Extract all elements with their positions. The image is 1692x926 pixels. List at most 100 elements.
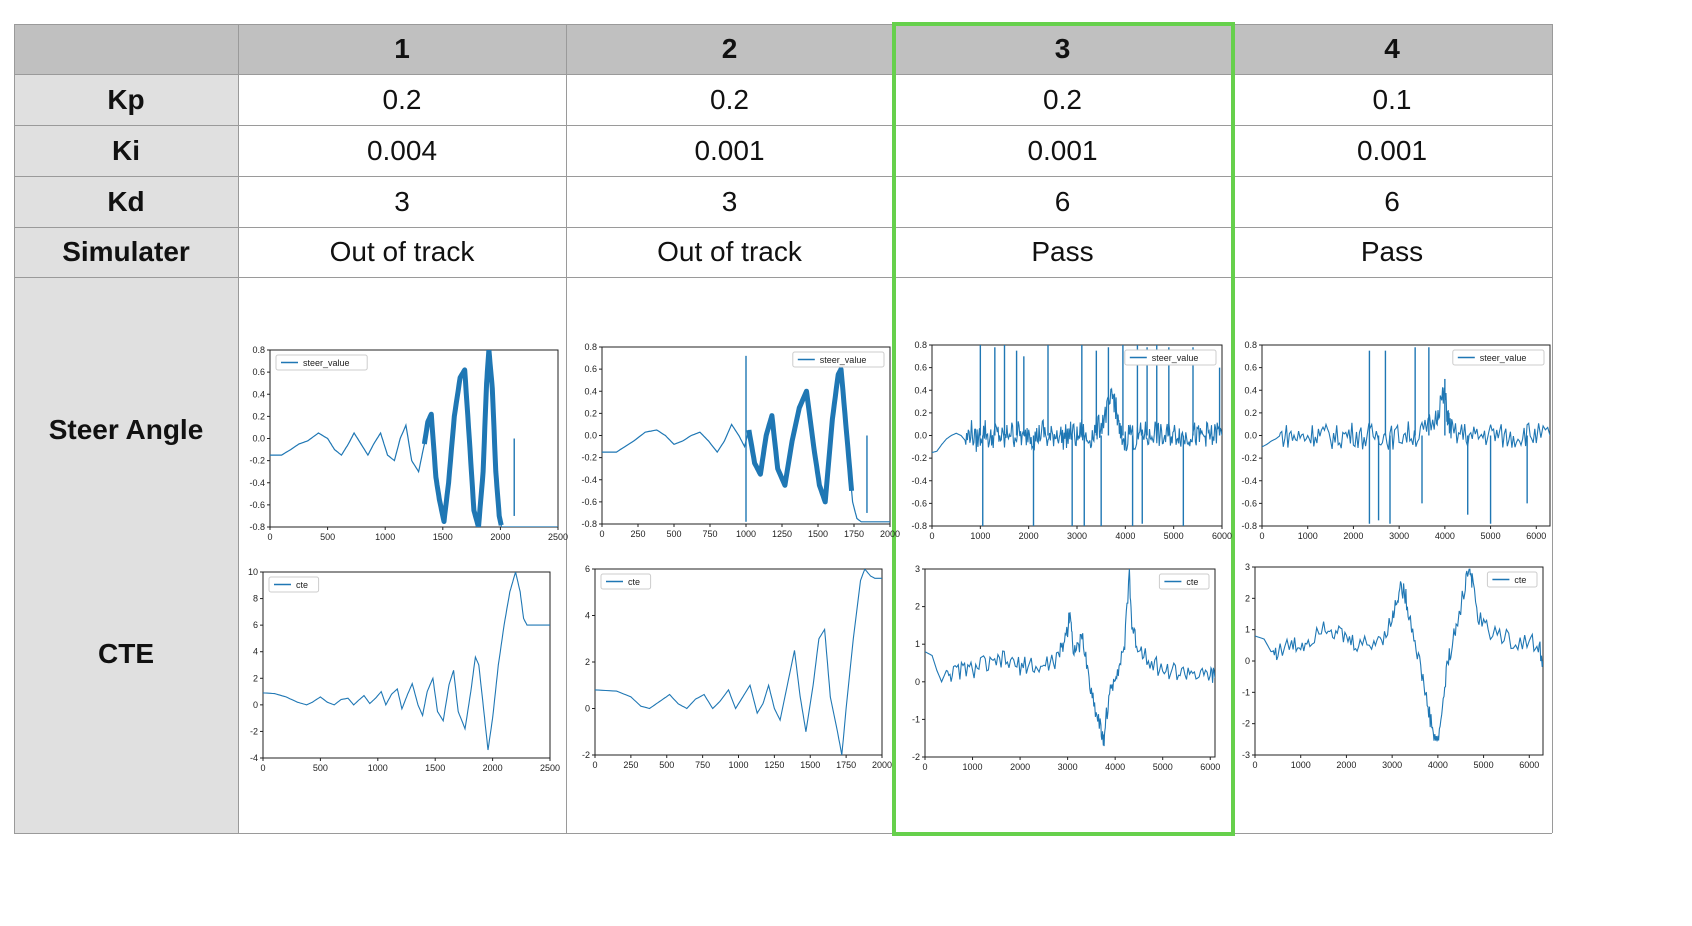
- x-tick-label: 1000: [375, 532, 395, 542]
- chart-steer-angle-4: 0 1000 2000 3000 4000 5000 6000 -0.8 -0.6 -0.4 -0.…: [1241, 340, 1551, 541]
- x-tick-label: 1750: [844, 529, 864, 539]
- y-tick-label: 0.6: [914, 363, 927, 373]
- y-tick-label: -0.2: [1241, 453, 1257, 463]
- legend-box: [600, 573, 652, 590]
- x-tick-label: 1000: [970, 531, 990, 541]
- y-tick-label: 3: [1245, 562, 1250, 572]
- y-tick-label: 1: [1245, 625, 1250, 635]
- legend-label: cte: [296, 580, 308, 590]
- legend: steer_value: [1452, 349, 1545, 366]
- y-tick-label: 2: [253, 673, 258, 683]
- series-line: [263, 572, 550, 751]
- y-tick-label: 0.0: [584, 431, 597, 441]
- column-divider: [1552, 24, 1553, 833]
- chart-cte-4: 0 1000 2000 3000 4000 5000 6000 -3 -2 -1 0 1 2 3 cte: [1242, 562, 1544, 770]
- y-tick-label: 3: [915, 564, 920, 574]
- y-tick-label: 0.4: [584, 386, 597, 396]
- row-label-kp: Kp: [14, 74, 238, 125]
- plot-frame: [269, 349, 559, 528]
- x-tick-label: 1000: [1298, 531, 1318, 541]
- y-tick-label: -0.4: [1241, 476, 1257, 486]
- table-cell: Out of track: [238, 227, 566, 277]
- row-divider: [14, 74, 1552, 75]
- row-label-ki: Ki: [14, 125, 238, 176]
- legend-label: cte: [1514, 575, 1526, 585]
- x-tick-label: 1000: [963, 762, 983, 772]
- plot-row-label-steer-angle: Steer Angle: [48, 414, 204, 445]
- table-cell: Pass: [1232, 227, 1552, 277]
- y-tick-label: 0.8: [252, 345, 265, 355]
- x-tick-label: 6000: [1212, 531, 1232, 541]
- row-divider: [14, 125, 1552, 126]
- x-tick-label: 3000: [1389, 531, 1409, 541]
- x-tick-label: 1000: [728, 760, 748, 770]
- y-tick-label: 4: [253, 647, 258, 657]
- y-tick-label: -2: [250, 726, 258, 736]
- series-group: [263, 572, 550, 751]
- table-corner: [14, 24, 238, 74]
- x-tick-label: 2000: [872, 760, 892, 770]
- chart-steer-angle-3: 0 1000 2000 3000 4000 5000 6000 -0.8 -0.6 -0.4 -0.…: [911, 340, 1232, 541]
- x-tick-label: 500: [666, 529, 681, 539]
- table-cell: 3: [566, 176, 893, 227]
- x-tick-label: 5000: [1153, 762, 1173, 772]
- legend-box: [268, 576, 320, 593]
- y-tick-label: -1: [912, 714, 920, 724]
- chart-cte-3: 0 1000 2000 3000 4000 5000 6000 -2 -1 0 1 2 3 cte: [912, 564, 1220, 772]
- y-tick-label: 0.6: [1244, 363, 1257, 373]
- x-tick-label: 4000: [1115, 531, 1135, 541]
- plot-frame: [594, 568, 883, 756]
- y-tick-label: 10: [248, 567, 258, 577]
- row-label-kd: Kd: [14, 176, 238, 227]
- y-tick-label: -1: [1242, 687, 1250, 697]
- y-tick-label: 0.2: [584, 408, 597, 418]
- y-tick-label: -0.2: [249, 456, 265, 466]
- y-tick-label: 0.4: [914, 385, 927, 395]
- series-band: [746, 366, 855, 505]
- x-tick-label: 500: [659, 760, 674, 770]
- x-tick-label: 250: [623, 760, 638, 770]
- x-tick-label: 500: [320, 532, 335, 542]
- series-group: [602, 355, 890, 523]
- x-tick-label: 1000: [1291, 760, 1311, 770]
- y-tick-label: 0.8: [584, 342, 597, 352]
- x-tick-label: 2500: [548, 532, 568, 542]
- y-tick-label: -0.6: [581, 497, 597, 507]
- y-tick-label: -0.2: [581, 453, 597, 463]
- y-tick-label: 0.0: [252, 434, 265, 444]
- series-line: [925, 569, 1215, 747]
- y-tick-label: 0.2: [914, 408, 927, 418]
- table-cell: 0.001: [1232, 125, 1552, 176]
- x-tick-label: 250: [630, 529, 645, 539]
- series-group: [595, 569, 882, 755]
- table-cell: 0.004: [238, 125, 566, 176]
- y-tick-label: -0.6: [249, 500, 265, 510]
- series-line: [1255, 568, 1543, 742]
- y-tick-label: -0.4: [249, 478, 265, 488]
- x-tick-label: 1000: [736, 529, 756, 539]
- y-tick-label: 0: [1245, 656, 1250, 666]
- x-tick-label: 5000: [1474, 760, 1494, 770]
- legend: steer_value: [792, 351, 885, 368]
- table-cell: 6: [1232, 176, 1552, 227]
- y-tick-label: 0.0: [1244, 431, 1257, 441]
- y-tick-label: -0.6: [911, 498, 927, 508]
- table-cell: 0.2: [238, 74, 566, 125]
- plot-row-label-column: [14, 277, 238, 833]
- y-tick-label: 6: [585, 564, 590, 574]
- y-tick-label: -0.2: [911, 453, 927, 463]
- y-tick-label: -0.8: [581, 519, 597, 529]
- x-tick-label: 0: [592, 760, 597, 770]
- series-group: [1262, 347, 1550, 524]
- y-tick-label: 4: [585, 611, 590, 621]
- y-tick-label: -0.8: [1241, 521, 1257, 531]
- y-tick-label: 0.8: [914, 340, 927, 350]
- x-tick-label: 3000: [1382, 760, 1402, 770]
- y-tick-label: -2: [912, 752, 920, 762]
- row-divider: [14, 176, 1552, 177]
- row-divider: [14, 227, 1552, 228]
- y-tick-label: -3: [1242, 750, 1250, 760]
- y-tick-label: 0.2: [1244, 408, 1257, 418]
- chart-steer-angle-1: 0 500 1000 1500 2000 2500 -0.8 -0.6 -0.4 -0.2 0.0 0…: [249, 345, 568, 542]
- y-tick-label: 0: [915, 677, 920, 687]
